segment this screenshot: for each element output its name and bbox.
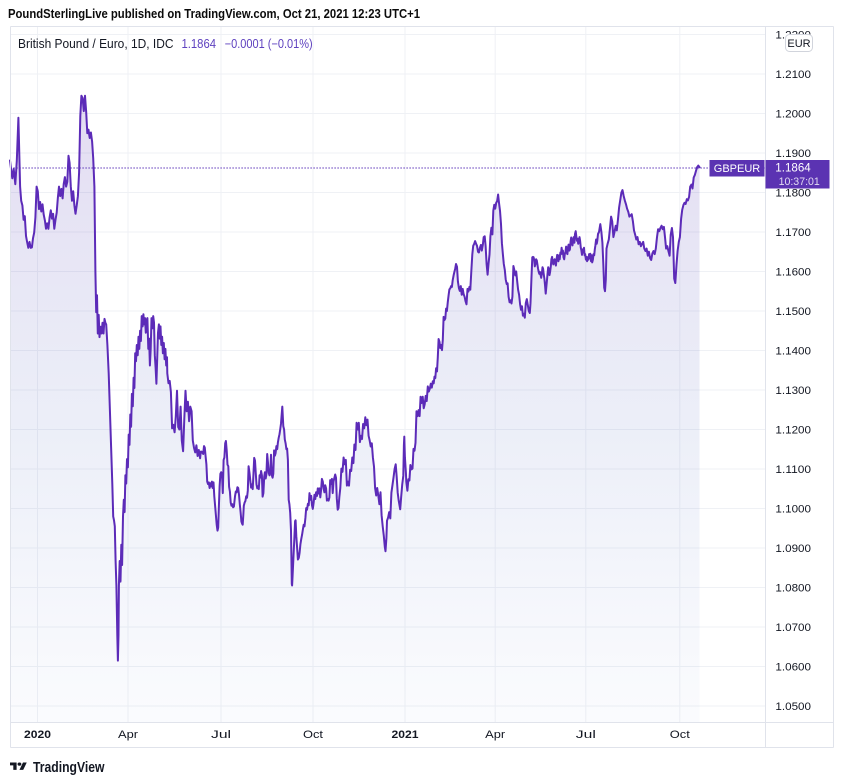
svg-text:1.1400: 1.1400 — [775, 345, 811, 357]
svg-text:1.0900: 1.0900 — [775, 543, 811, 555]
svg-text:Apr: Apr — [485, 729, 505, 741]
svg-text:1.0600: 1.0600 — [775, 661, 811, 673]
svg-text:2020: 2020 — [24, 729, 51, 741]
svg-text:1.0800: 1.0800 — [775, 582, 811, 594]
svg-text:1.1900: 1.1900 — [775, 148, 811, 160]
svg-text:1.1864: 1.1864 — [775, 161, 811, 175]
svg-text:1.1100: 1.1100 — [775, 464, 811, 476]
svg-text:Jul: Jul — [576, 729, 596, 741]
svg-text:1.1200: 1.1200 — [775, 424, 811, 436]
svg-text:EUR: EUR — [787, 38, 810, 50]
svg-text:1.1600: 1.1600 — [775, 266, 811, 278]
svg-text:1.1700: 1.1700 — [775, 227, 811, 239]
svg-text:GBPEUR: GBPEUR — [714, 163, 761, 175]
svg-text:1.0700: 1.0700 — [775, 622, 811, 634]
svg-text:1.1864: 1.1864 — [182, 37, 217, 51]
svg-text:−0.0001 (−0.01%): −0.0001 (−0.01%) — [225, 37, 313, 51]
svg-text:Oct: Oct — [303, 729, 323, 741]
svg-text:British Pound / Euro, 1D, IDC: British Pound / Euro, 1D, IDC — [18, 37, 174, 51]
svg-text:1.0500: 1.0500 — [775, 701, 811, 713]
svg-text:Jul: Jul — [211, 729, 231, 741]
svg-text:10:37:01: 10:37:01 — [779, 176, 820, 188]
svg-text:Oct: Oct — [670, 729, 690, 741]
svg-text:2021: 2021 — [392, 729, 419, 741]
svg-text:1.2000: 1.2000 — [775, 108, 811, 120]
svg-text:1.1800: 1.1800 — [775, 187, 811, 199]
svg-text:1.2100: 1.2100 — [775, 69, 811, 81]
svg-text:1.1300: 1.1300 — [775, 385, 811, 397]
svg-text:TradingView: TradingView — [33, 760, 105, 776]
svg-text:1.1500: 1.1500 — [775, 306, 811, 318]
svg-text:PoundSterlingLive published on: PoundSterlingLive published on TradingVi… — [8, 7, 420, 21]
svg-text:1.1000: 1.1000 — [775, 503, 811, 515]
svg-text:Apr: Apr — [118, 729, 138, 741]
